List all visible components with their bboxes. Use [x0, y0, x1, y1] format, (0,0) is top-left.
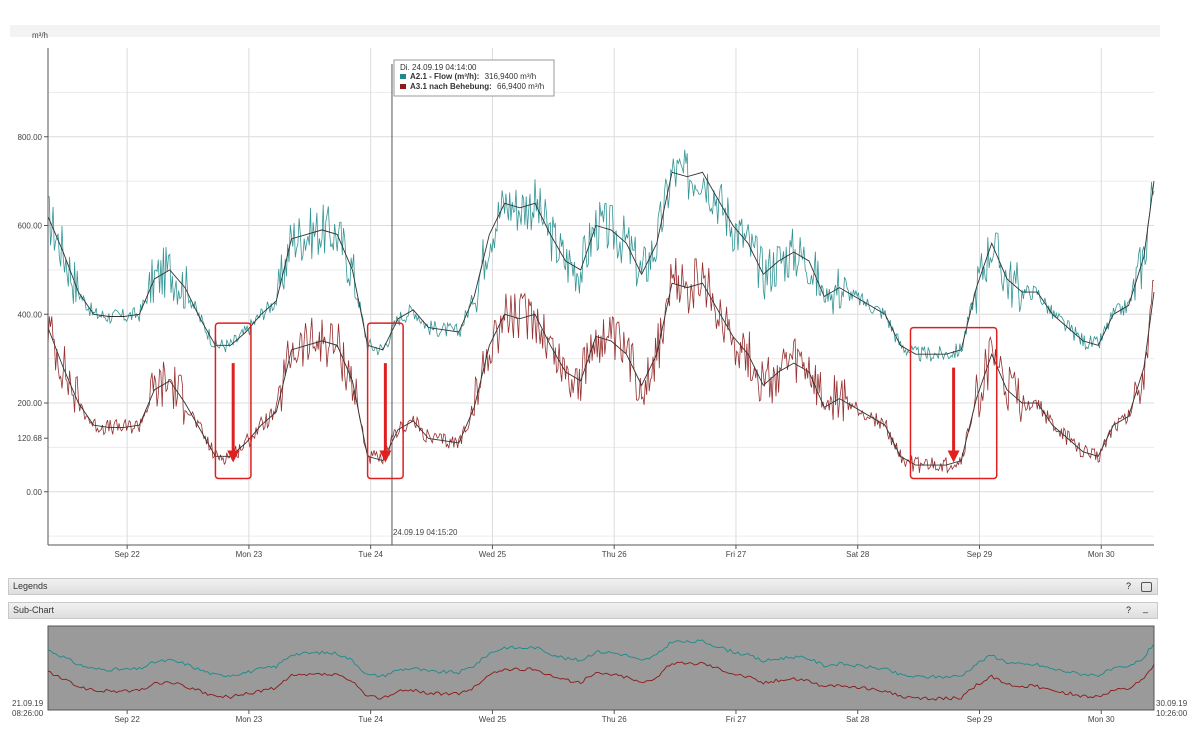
subchart-series-line — [47, 639, 1155, 679]
subchart-series-layer — [47, 639, 1155, 701]
y-tick-label: 120.68 — [18, 434, 43, 443]
x-tick-label: Mon 30 — [1088, 550, 1115, 559]
y-tick-label: 200.00 — [18, 399, 43, 408]
subchart-x-tick-label: Mon 30 — [1088, 715, 1115, 724]
subchart-x-tick-label: Mon 23 — [236, 715, 263, 724]
series-trend-line — [47, 171, 1155, 355]
y-axis-ticks: 800.00 600.00 400.00 200.00 120.68 0.00 — [18, 133, 48, 497]
x-tick-label: Fri 27 — [726, 550, 747, 559]
subchart-end-date: 30.09.19 — [1156, 699, 1188, 708]
subchart-x-tick-label: Thu 26 — [602, 715, 627, 724]
subchart-panel-title: Sub-Chart — [13, 605, 55, 615]
subchart-series-line — [47, 661, 1155, 701]
tooltip-series-a31: A3.1 nach Behebung: — [410, 82, 492, 91]
tooltip-swatch-flow — [400, 74, 406, 79]
tooltip-box — [393, 59, 555, 97]
x-axis-ticks: Sep 22 Mon 23 Tue 24 Wed 25 Thu 26 Fri 27 Sat … — [114, 545, 1115, 559]
crosshair-time-label: 24.09.19 04:15:20 — [393, 528, 458, 537]
tooltip-value-flow: 316,9400 m³/h — [485, 72, 537, 81]
tooltip-swatch-a31 — [400, 84, 406, 89]
y-tick-label: 0.00 — [26, 488, 42, 497]
x-tick-label: Sat 28 — [846, 550, 870, 559]
subchart-minimize-icon[interactable]: _ — [1142, 603, 1148, 613]
x-tick-label: Tue 24 — [358, 550, 383, 559]
tooltip-row-flow: A2.1 - Flow (m³/h): 316,9400 m³/h — [410, 72, 536, 81]
tooltip-series-flow: A2.1 - Flow (m³/h): — [410, 72, 479, 81]
arrow-head — [227, 450, 240, 463]
subchart-help-icon[interactable]: ? — [1125, 605, 1131, 615]
y-tick-label: 400.00 — [18, 310, 43, 319]
arrow-head — [947, 450, 960, 463]
legends-maximize-icon[interactable] — [1141, 582, 1152, 592]
highlight-box — [909, 326, 998, 480]
series-line-raw — [47, 149, 1155, 362]
subchart-end-time: 10:26:00 — [1156, 709, 1188, 718]
subchart-x-ticks: Sep 22 Mon 23 Tue 24 Wed 25 Thu 26 Fri 27 Sat … — [114, 710, 1115, 724]
x-tick-label: Sep 22 — [114, 550, 140, 559]
subchart-x-tick-label: Sat 28 — [846, 715, 870, 724]
y-unit-label: m³/h — [32, 31, 48, 40]
subchart-x-tick-label: Wed 25 — [479, 715, 507, 724]
tooltip-row-a31: A3.1 nach Behebung: 66,9400 m³/h — [410, 82, 544, 91]
x-tick-label: Wed 25 — [479, 550, 507, 559]
highlight-box — [366, 322, 404, 480]
legends-help-icon[interactable]: ? — [1125, 581, 1131, 591]
subchart-area[interactable] — [47, 625, 1155, 711]
x-tick-label: Thu 26 — [602, 550, 627, 559]
tooltip-title: Di. 24.09.19 04:14:00 — [400, 63, 477, 72]
subchart-start-time: 08:26:00 — [12, 709, 44, 718]
subchart-x-tick-label: Sep 22 — [114, 715, 140, 724]
x-tick-label: Sep 29 — [967, 550, 993, 559]
legends-panel-bar[interactable]: Legends ? — [8, 578, 1158, 595]
plot-area[interactable] — [48, 48, 1154, 545]
subchart-x-tick-label: Sep 29 — [967, 715, 993, 724]
annotation-layer — [214, 322, 998, 480]
y-tick-label: 600.00 — [18, 222, 43, 231]
tooltip-value-a31: 66,9400 m³/h — [497, 82, 544, 91]
chart-top-band — [10, 25, 1160, 37]
y-tick-label: 800.00 — [18, 133, 43, 142]
legends-panel-title: Legends — [13, 581, 48, 591]
subchart-x-tick-label: Fri 27 — [726, 715, 747, 724]
arrow-head — [379, 450, 392, 463]
x-tick-label: Mon 23 — [236, 550, 263, 559]
subchart-x-tick-label: Tue 24 — [358, 715, 383, 724]
tooltip: Di. 24.09.19 04:14:00 A2.1 - Flow (m³/h)… — [393, 59, 555, 97]
subchart-start-date: 21.09.19 — [12, 699, 44, 708]
highlight-box — [214, 322, 252, 480]
subchart-panel-bar[interactable]: Sub-Chart ? _ — [8, 602, 1158, 619]
